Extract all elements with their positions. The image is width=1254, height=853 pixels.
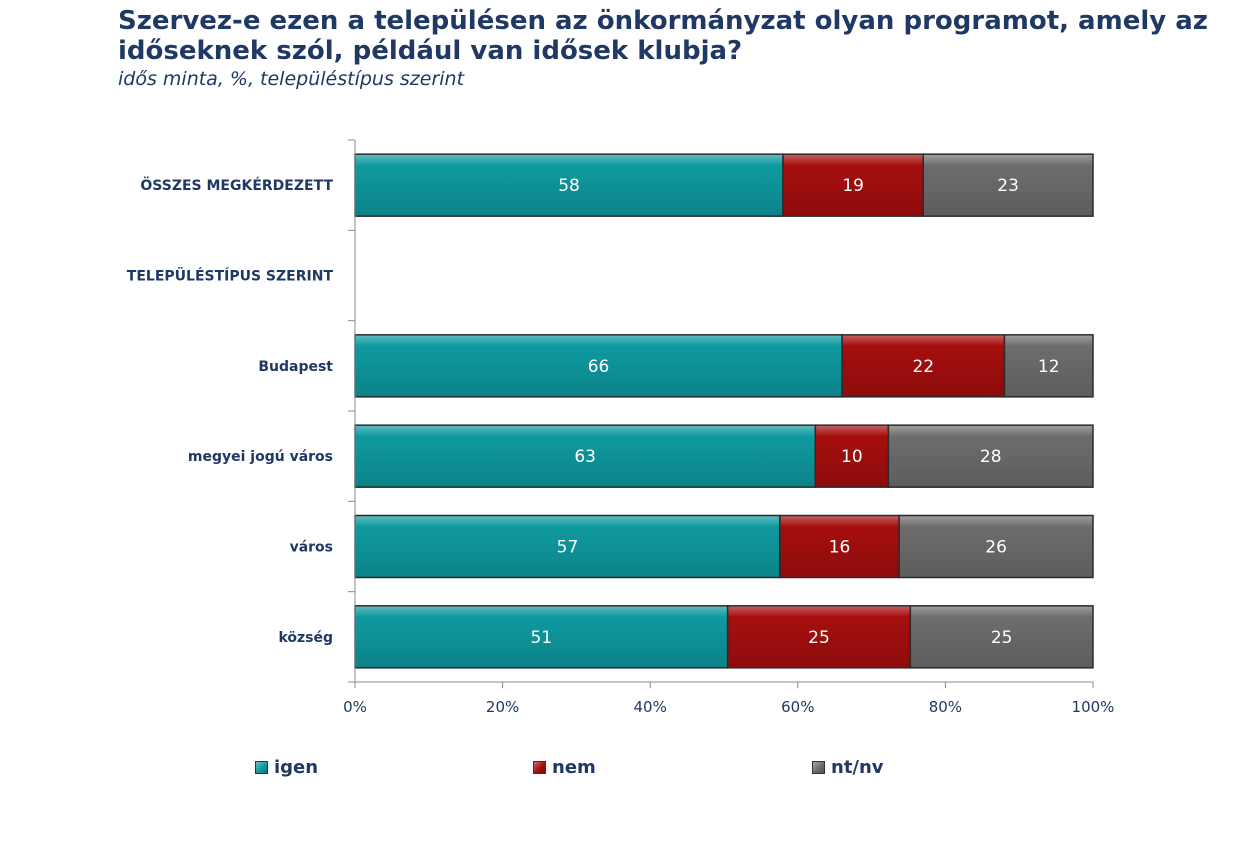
data-label-ntnv-4: 26 — [985, 538, 1007, 558]
category-label-2: Budapest — [258, 359, 333, 375]
data-label-nem-4: 16 — [829, 538, 851, 558]
bar-ntnv-4 — [898, 514, 1094, 579]
legend-swatch — [533, 761, 546, 774]
bar-nem-5 — [726, 605, 912, 669]
data-label-igen-4: 57 — [557, 538, 579, 558]
data-label-igen-3: 63 — [574, 447, 596, 467]
legend-item-ntnv: nt/nv — [812, 757, 884, 778]
data-label-ntnv-3: 28 — [980, 447, 1002, 467]
bar-ntnv-3 — [887, 424, 1094, 488]
data-label-nem-2: 22 — [912, 357, 934, 377]
title-block: Szervez-e ezen a településen az önkormán… — [118, 6, 1238, 92]
legend-label: igen — [274, 757, 319, 778]
data-label-igen-0: 58 — [558, 176, 580, 196]
category-label-0: ÖSSZES MEGKÉRDEZETT — [140, 176, 333, 194]
data-label-ntnv-0: 23 — [997, 176, 1019, 196]
bar-chart: 58 19 23 ÖSSZES MEGKÉRDEZETT TELEPÜLÉSTÍPUS … — [127, 139, 1115, 716]
bar-igen-3 — [354, 424, 817, 488]
legend-item-igen: igen — [255, 757, 318, 778]
bar-nem-0 — [782, 153, 925, 217]
category-label-5: község — [278, 630, 333, 646]
bar-nem-4 — [779, 514, 900, 579]
category-label-4: város — [290, 540, 333, 556]
data-label-ntnv-5: 25 — [991, 628, 1013, 648]
bar-ntnv-0 — [922, 153, 1094, 217]
category-label-3: megyei jogú város — [188, 449, 333, 465]
x-tick-label-1: 20% — [486, 698, 519, 716]
chart-subtitle: idős minta, %, településtípus szerint — [118, 68, 465, 90]
data-label-ntnv-2: 12 — [1038, 357, 1060, 377]
x-tick-label-2: 40% — [634, 698, 667, 716]
bar-nem-3 — [814, 424, 890, 488]
chart-legend: igen nem nt/nv — [0, 757, 1254, 781]
legend-item-nem: nem — [533, 757, 596, 778]
bar-nem-2 — [841, 334, 1006, 398]
bar-igen-4 — [354, 514, 781, 579]
data-label-nem-3: 10 — [841, 447, 863, 467]
legend-label: nem — [552, 757, 596, 778]
x-tick-label-0: 0% — [343, 698, 367, 716]
data-label-igen-2: 66 — [588, 357, 610, 377]
legend-label: nt/nv — [831, 757, 884, 778]
data-label-nem-0: 19 — [842, 176, 864, 196]
data-label-igen-5: 51 — [531, 628, 553, 648]
data-label-nem-5: 25 — [808, 628, 830, 648]
legend-swatch — [255, 761, 268, 774]
x-tick-label-4: 80% — [929, 698, 962, 716]
bar-ntnv-2 — [1003, 334, 1094, 398]
x-tick-label-5: 100% — [1072, 698, 1115, 716]
bar-ntnv-5 — [909, 605, 1094, 669]
category-label-1: TELEPÜLÉSTÍPUS SZERINT — [127, 267, 334, 285]
bar-igen-2 — [354, 334, 843, 398]
legend-swatch — [812, 761, 825, 774]
x-tick-label-3: 60% — [781, 698, 814, 716]
bar-igen-5 — [354, 605, 729, 669]
chart-title: Szervez-e ezen a településen az önkormán… — [118, 6, 1208, 66]
